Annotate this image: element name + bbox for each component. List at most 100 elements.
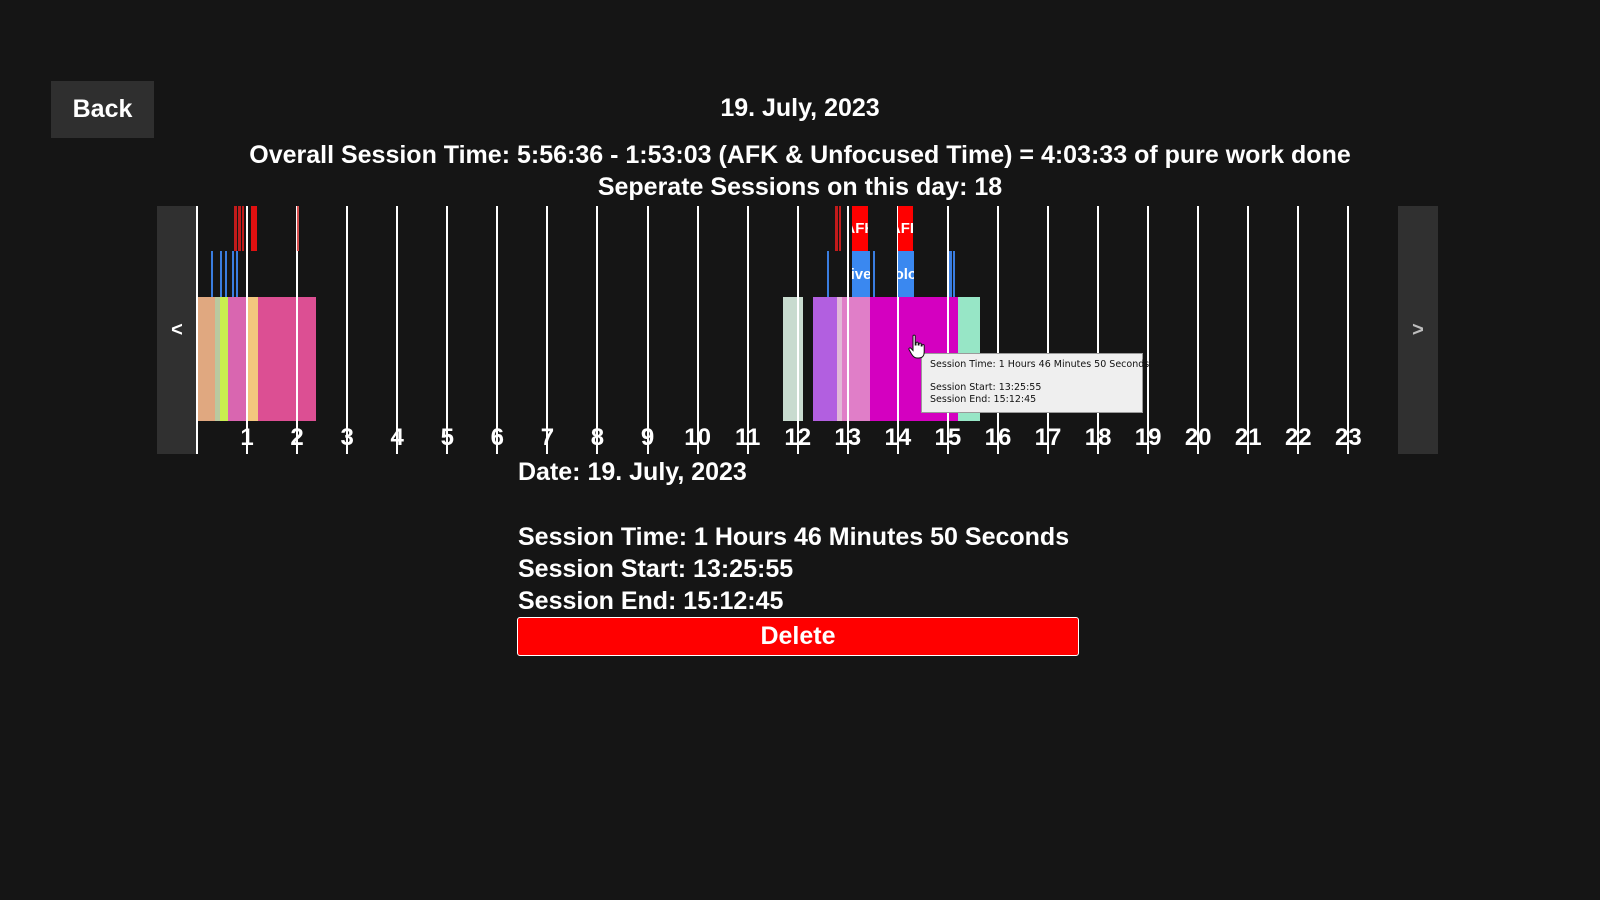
- hour-labels: 1 2 3 4 5 6 7 8 9 10 11 12 13 14 15 16 17 18 19 20 21 22 23: [197, 206, 1398, 454]
- detail-date: Date: 19. July, 2023: [518, 458, 747, 486]
- session-block[interactable]: [841, 297, 871, 421]
- hour-gridline: [246, 206, 249, 454]
- hour-label: 13: [834, 424, 862, 451]
- detail-session-time: Session Time: 1 Hours 46 Minutes 50 Seco…: [518, 523, 1070, 551]
- day-timeline[interactable]: AFKAFKiveolo 123456789101112131415161718…: [196, 206, 1398, 454]
- session-tooltip: Session Time: 1 Hours 46 Minutes 50 Seco…: [921, 353, 1150, 413]
- session-block[interactable]: [258, 297, 316, 421]
- previous-day-button[interactable]: <: [157, 206, 197, 454]
- hour-gridline: [946, 206, 949, 454]
- session-block[interactable]: [812, 297, 837, 421]
- afk-unfocused-marks: AFK AFK ive olo: [197, 206, 1398, 454]
- hour-label: 5: [440, 424, 454, 451]
- hour-label: 21: [1234, 424, 1262, 451]
- afk-mark: [835, 206, 838, 251]
- hour-label: 12: [784, 424, 812, 451]
- hour-gridline: [696, 206, 699, 454]
- unfocused-mark: [224, 251, 227, 297]
- hour-label: 10: [684, 424, 711, 451]
- session-block[interactable]: [219, 297, 229, 421]
- session-block[interactable]: [247, 297, 259, 421]
- hour-gridline: [446, 206, 449, 454]
- hour-gridline: [196, 206, 198, 454]
- hour-label: 9: [640, 424, 655, 451]
- hour-label: 7: [540, 424, 555, 451]
- hour-gridline: [1347, 206, 1350, 454]
- hour-gridline: [496, 206, 499, 454]
- afk-mark: [242, 206, 245, 251]
- afk-mark: AFK: [851, 206, 868, 251]
- tooltip-session-end: Session End: 15:12:45: [930, 394, 1037, 405]
- afk-mark: [251, 206, 258, 251]
- hand-cursor-icon: [908, 334, 925, 359]
- unfocused-mark: [872, 251, 876, 297]
- unfocused-mark: ive: [851, 251, 871, 297]
- hour-label: 14: [884, 424, 912, 451]
- hour-gridline: [346, 206, 349, 454]
- unfocused-mark: [219, 251, 223, 297]
- hour-gridline: [396, 206, 399, 454]
- hour-gridline: [996, 206, 999, 454]
- delete-session-button[interactable]: Delete: [517, 617, 1079, 656]
- hour-label: 22: [1284, 424, 1312, 451]
- session-block[interactable]: [228, 297, 248, 421]
- afk-mark-label: AFK: [852, 220, 868, 237]
- hour-label: 19: [1134, 424, 1162, 451]
- hour-gridline: [1097, 206, 1100, 454]
- hour-label: 1: [240, 424, 254, 451]
- unfocused-mark: olo: [897, 251, 914, 297]
- hour-gridline: [1247, 206, 1250, 454]
- afk-mark: [839, 206, 842, 251]
- session-block[interactable]: [214, 297, 220, 421]
- hour-label: 15: [934, 424, 962, 451]
- detail-session-end: Session End: 15:12:45: [518, 587, 784, 615]
- hour-gridlines: [196, 206, 1398, 454]
- unfocused-mark: [948, 251, 952, 297]
- hour-label: 16: [984, 424, 1012, 451]
- unfocused-mark-label: olo: [897, 265, 914, 283]
- hour-gridline: [1147, 206, 1150, 454]
- hour-gridline: [296, 206, 299, 454]
- hour-label: 4: [390, 424, 404, 451]
- hour-label: 20: [1184, 424, 1212, 451]
- unfocused-mark: [232, 251, 235, 297]
- hour-label: 8: [590, 424, 605, 451]
- afk-mark-label: AFK: [898, 220, 913, 237]
- overall-session-summary: Overall Session Time: 5:56:36 - 1:53:03 …: [249, 141, 1351, 169]
- tooltip-session-start: Session Start: 13:25:55: [930, 382, 1042, 393]
- session-block[interactable]: [836, 297, 842, 421]
- hour-gridline: [1197, 206, 1200, 454]
- hour-label: 18: [1084, 424, 1112, 451]
- hour-gridline: [896, 206, 899, 454]
- hour-gridline: [1297, 206, 1300, 454]
- unfocused-mark: [210, 251, 213, 297]
- hour-gridline: [1047, 206, 1050, 454]
- hour-gridline: [596, 206, 599, 454]
- hour-gridline: [646, 206, 649, 454]
- unfocused-mark: [826, 251, 829, 297]
- hour-label: 2: [290, 424, 304, 451]
- hour-gridline: [846, 206, 849, 454]
- unfocused-mark: [236, 251, 239, 297]
- tooltip-session-time: Session Time: 1 Hours 46 Minutes 50 Seco…: [930, 359, 1150, 370]
- hour-label: 6: [490, 424, 505, 451]
- hour-gridline: [796, 206, 799, 454]
- back-button[interactable]: Back: [51, 81, 154, 138]
- afk-mark: [238, 206, 241, 251]
- hour-label: 11: [734, 424, 761, 451]
- unfocused-mark-label: ive: [851, 265, 871, 283]
- hour-gridline: [546, 206, 549, 454]
- hour-label: 23: [1335, 424, 1362, 451]
- hour-label: 17: [1034, 424, 1062, 451]
- hour-gridline: [746, 206, 749, 454]
- unfocused-mark: [952, 251, 956, 297]
- session-block[interactable]: [197, 297, 215, 421]
- afk-mark: [234, 206, 237, 251]
- afk-mark: AFK: [897, 206, 913, 251]
- afk-mark: [297, 206, 300, 251]
- detail-session-start: Session Start: 13:25:55: [518, 555, 794, 583]
- hour-label: 3: [340, 424, 354, 451]
- sessions-count: Seperate Sessions on this day: 18: [597, 173, 1003, 201]
- next-day-button[interactable]: >: [1398, 206, 1438, 454]
- page-title: 19. July, 2023: [720, 94, 880, 122]
